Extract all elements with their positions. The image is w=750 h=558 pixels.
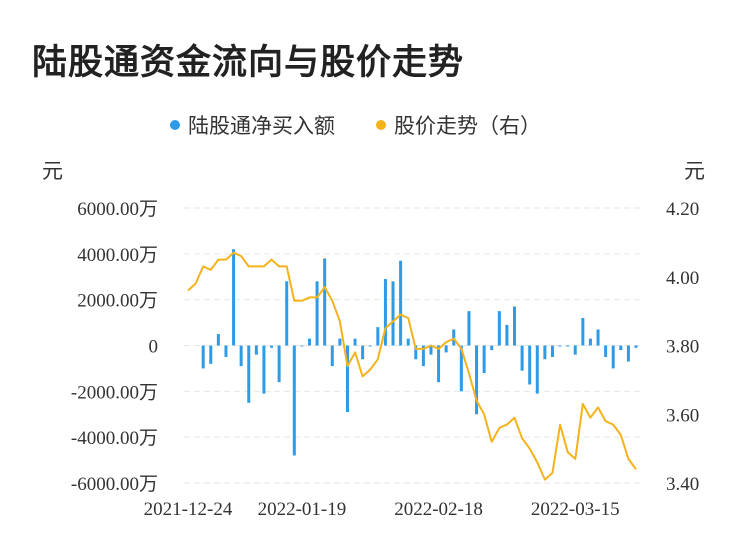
net-buy-bar <box>216 334 220 346</box>
x-tick-label: 2022-03-15 <box>531 499 620 520</box>
net-buy-bar <box>626 345 630 362</box>
net-buy-bar <box>505 324 509 346</box>
net-buy-bar <box>482 345 486 373</box>
net-buy-bar <box>421 345 425 367</box>
net-buy-bar <box>345 345 349 412</box>
right-tick-label: 4.20 <box>666 199 699 220</box>
net-buy-bar <box>353 338 357 346</box>
net-buy-bar <box>232 249 236 346</box>
left-tick-label: -4000.00万 <box>71 428 158 449</box>
net-buy-bar <box>361 345 365 360</box>
net-buy-bar <box>307 338 311 346</box>
legend-line-label: 股价走势（右） <box>394 114 541 138</box>
right-tick-label: 4.00 <box>666 268 699 289</box>
net-buy-bar <box>520 345 524 371</box>
net-buy-bar <box>588 338 592 346</box>
net-buy-bar <box>566 345 570 347</box>
net-buy-bar <box>338 338 342 346</box>
left-tick-label: -6000.00万 <box>71 474 158 495</box>
x-tick-label: 2022-02-18 <box>394 499 483 520</box>
net-buy-bar <box>368 345 372 347</box>
net-buy-bar <box>292 345 296 456</box>
left-tick-label: 4000.00万 <box>77 245 158 266</box>
net-buy-bar <box>391 281 395 346</box>
right-tick-label: 3.40 <box>666 474 699 495</box>
x-tick-label: 2022-01-19 <box>258 499 347 520</box>
net-buy-bar <box>497 311 501 346</box>
net-buy-bar <box>459 345 463 392</box>
net-buy-bar <box>376 327 380 346</box>
net-buy-bar <box>581 318 585 346</box>
net-buy-bar <box>513 306 517 346</box>
right-tick-label: 3.60 <box>666 405 699 426</box>
net-buy-bar <box>270 345 274 348</box>
net-buy-bar <box>543 345 547 360</box>
net-buy-bar <box>300 345 304 347</box>
net-buy-bar <box>475 345 479 415</box>
net-buy-bar <box>596 329 600 346</box>
net-buy-bar <box>535 345 539 394</box>
net-buy-bar <box>619 345 623 351</box>
net-buy-bar <box>528 345 532 385</box>
net-buy-bar <box>604 345 608 357</box>
legend-bar-label: 陆股通净买入额 <box>188 114 335 138</box>
net-buy-bar <box>247 345 251 403</box>
net-buy-bar <box>315 281 319 346</box>
net-buy-bar <box>558 345 562 347</box>
net-buy-bar <box>437 345 441 383</box>
net-buy-bar <box>277 345 281 383</box>
net-buy-bar <box>452 329 456 346</box>
net-buy-bar <box>201 345 205 369</box>
net-buy-bar <box>209 345 213 364</box>
net-buy-bar <box>444 345 448 353</box>
net-buy-bar <box>467 311 471 346</box>
right-tick-label: 3.80 <box>666 337 699 358</box>
net-buy-bar <box>399 260 403 346</box>
net-buy-bar <box>406 338 410 346</box>
net-buy-bar <box>550 345 554 357</box>
chart-title: 陆股通资金流向与股价走势 <box>32 43 465 83</box>
net-buy-bar <box>414 345 418 360</box>
left-axis-unit: 元 <box>42 159 63 183</box>
net-buy-bar <box>254 345 258 355</box>
net-buy-bar <box>490 345 494 351</box>
net-buy-bar <box>224 345 228 357</box>
net-buy-bar <box>634 345 638 348</box>
left-tick-label: 0 <box>149 337 159 358</box>
net-buy-bar <box>611 345 615 369</box>
legend: 陆股通净买入额 股价走势（右） <box>170 114 541 138</box>
net-buy-bar <box>323 258 327 346</box>
net-buy-bar <box>383 279 387 346</box>
legend-line-marker <box>376 120 386 130</box>
left-tick-label: -2000.00万 <box>71 382 158 403</box>
net-buy-bar <box>573 345 577 355</box>
net-buy-bar <box>285 281 289 346</box>
x-tick-label: 2021-12-24 <box>144 499 233 520</box>
net-buy-bar <box>262 345 266 394</box>
left-tick-label: 2000.00万 <box>77 291 158 312</box>
left-tick-label: 6000.00万 <box>77 199 158 220</box>
net-buy-bar <box>429 345 433 355</box>
price-line <box>187 251 637 481</box>
net-buy-bar <box>330 345 334 367</box>
net-buy-bar <box>239 345 243 367</box>
legend-bar-marker <box>170 120 180 130</box>
right-axis-unit: 元 <box>684 159 705 183</box>
